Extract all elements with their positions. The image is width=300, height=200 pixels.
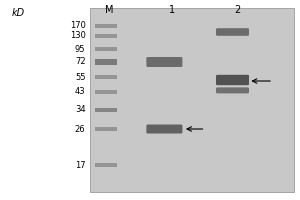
Bar (94, 34, 117, 38)
Text: 95: 95 (75, 45, 86, 53)
Bar (94, 163, 117, 167)
Text: 55: 55 (75, 72, 86, 82)
Text: 1: 1 (169, 5, 175, 15)
Text: 43: 43 (75, 88, 86, 97)
Text: 72: 72 (75, 58, 86, 66)
Text: 34: 34 (75, 106, 86, 114)
Bar (94, 90, 117, 94)
Text: 130: 130 (70, 31, 86, 40)
Text: kD: kD (12, 8, 25, 18)
Text: 17: 17 (75, 160, 86, 170)
FancyBboxPatch shape (216, 75, 249, 85)
Text: 170: 170 (70, 21, 86, 30)
FancyBboxPatch shape (216, 28, 249, 36)
Text: 26: 26 (75, 124, 86, 134)
Bar (90, 8, 294, 192)
FancyBboxPatch shape (146, 57, 182, 67)
Text: 2: 2 (234, 5, 240, 15)
FancyBboxPatch shape (216, 87, 249, 93)
Bar (94, 24, 117, 28)
Bar (94, 47, 117, 51)
Bar (94, 127, 117, 131)
Text: M: M (105, 5, 114, 15)
Bar (94, 75, 117, 79)
Bar (94, 108, 117, 112)
FancyBboxPatch shape (146, 124, 182, 134)
Bar (94, 59, 117, 65)
